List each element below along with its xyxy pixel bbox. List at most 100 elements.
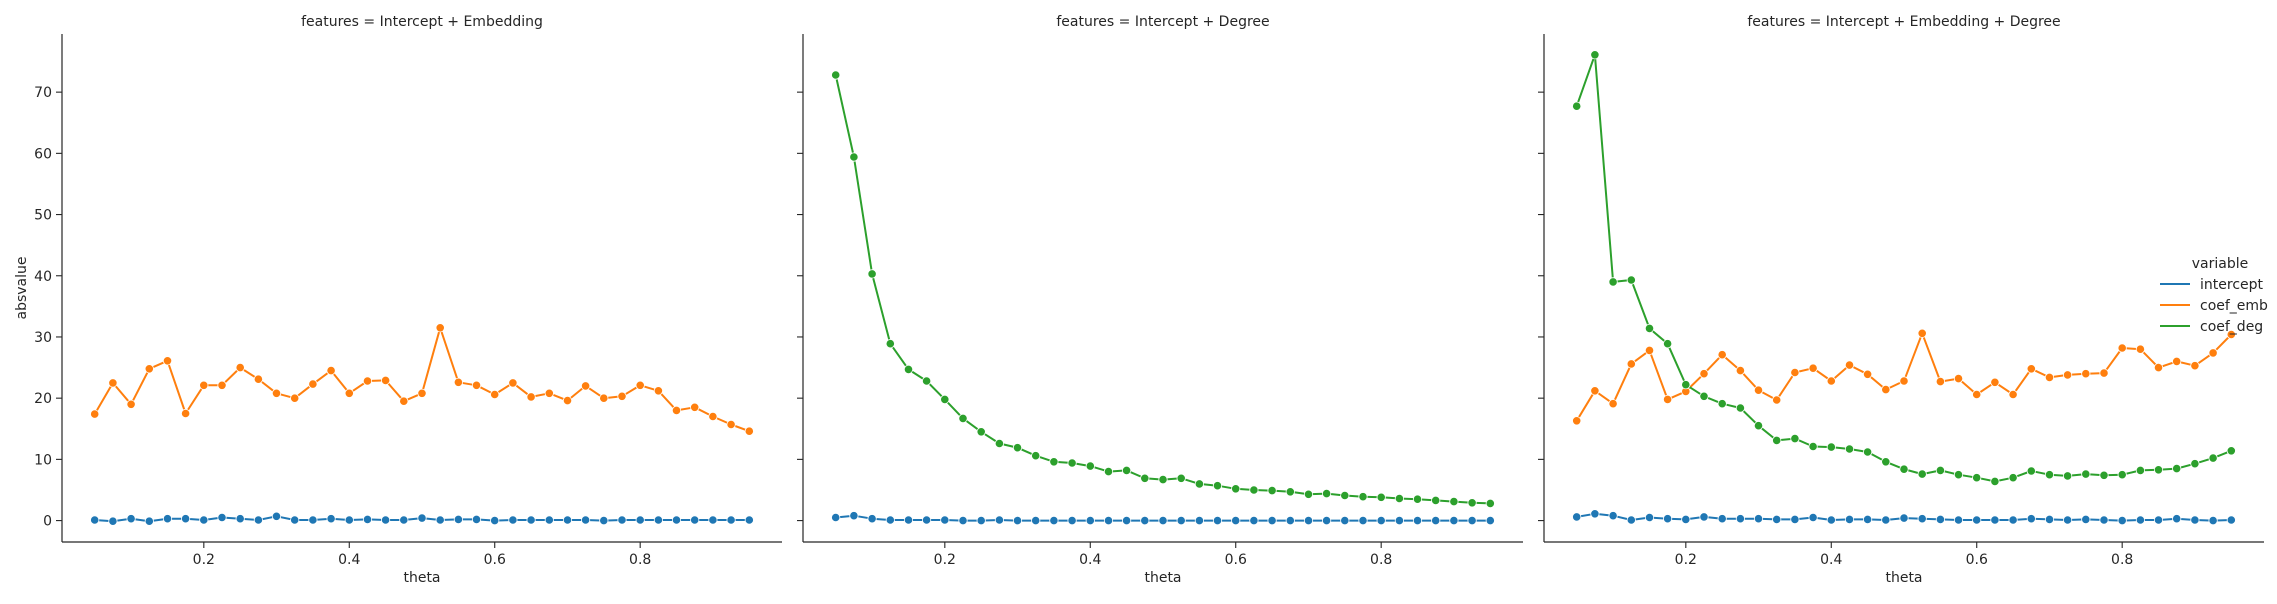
point-coef_deg-3-20 <box>1935 465 1946 475</box>
point-intercept-2-6 <box>940 515 950 525</box>
x-tick-label-1-0.4: 0.4 <box>338 552 360 568</box>
point-coef_deg-2-0 <box>831 70 841 80</box>
point-intercept-2-27 <box>1322 515 1332 526</box>
y-tick-label-20: 20 <box>34 391 52 407</box>
point-coef_deg-2-28 <box>1340 490 1350 501</box>
point-coef_emb-3-21 <box>1953 373 1964 384</box>
point-intercept-3-32 <box>2153 515 2164 525</box>
point-coef_emb-3-30 <box>2117 343 2127 353</box>
point-intercept-1-31 <box>653 515 664 525</box>
point-coef_deg-2-10 <box>1012 443 1023 453</box>
point-coef_deg-3-35 <box>2208 453 2218 463</box>
point-coef_emb-3-22 <box>1972 389 1982 400</box>
point-coef_emb-1-31 <box>653 386 664 396</box>
y-axis-title: absvalue <box>14 257 30 320</box>
point-intercept-3-1 <box>1590 509 1600 519</box>
x-tick-label-1-0.2: 0.2 <box>193 552 215 568</box>
point-coef_emb-1-25 <box>544 388 554 398</box>
point-coef_emb-1-24 <box>526 392 536 402</box>
point-coef_emb-1-10 <box>271 388 282 398</box>
point-coef_deg-2-11 <box>1031 451 1041 461</box>
point-coef_deg-2-3 <box>885 339 895 349</box>
point-intercept-3-27 <box>2063 515 2073 525</box>
point-intercept-1-24 <box>526 515 536 525</box>
point-coef_emb-1-4 <box>162 356 173 366</box>
point-intercept-1-35 <box>726 515 736 525</box>
point-coef_deg-2-30 <box>1376 492 1386 502</box>
point-coef_emb-3-18 <box>1899 376 1909 386</box>
point-coef_deg-2-22 <box>1231 484 1241 494</box>
point-coef_deg-2-9 <box>994 438 1005 449</box>
point-coef_deg-2-25 <box>1285 487 1295 497</box>
point-intercept-3-6 <box>1681 514 1691 525</box>
point-coef_deg-2-14 <box>1085 461 1095 471</box>
point-intercept-1-30 <box>635 515 645 525</box>
point-intercept-3-30 <box>2117 515 2127 526</box>
point-coef_deg-3-21 <box>1953 470 1964 480</box>
x-axis-title-2: theta <box>1144 570 1181 586</box>
point-coef_emb-1-16 <box>380 375 391 385</box>
point-coef_deg-2-36 <box>1485 498 1495 508</box>
x-tick-label-1-0.6: 0.6 <box>484 552 506 568</box>
point-coef_emb-1-22 <box>490 389 500 400</box>
point-coef_deg-2-16 <box>1122 465 1132 475</box>
series-line-coef_emb-1 <box>93 326 750 433</box>
point-coef_emb-1-27 <box>580 381 591 391</box>
point-intercept-2-32 <box>1412 515 1423 526</box>
point-coef_deg-3-23 <box>1990 476 2000 486</box>
point-coef_emb-3-8 <box>1717 350 1727 360</box>
point-intercept-1-1 <box>108 516 118 526</box>
point-coef_deg-2-23 <box>1249 485 1259 495</box>
point-intercept-3-10 <box>1753 514 1764 524</box>
point-intercept-1-10 <box>271 511 282 521</box>
point-coef_emb-3-2 <box>1608 399 1618 409</box>
point-coef_deg-2-32 <box>1412 494 1423 504</box>
point-coef_emb-3-31 <box>2135 344 2145 354</box>
point-coef_deg-3-27 <box>2063 471 2073 481</box>
point-coef_emb-1-8 <box>235 362 245 373</box>
point-coef_emb-1-36 <box>744 426 754 436</box>
point-intercept-1-6 <box>199 515 209 525</box>
point-coef_deg-3-34 <box>2190 459 2200 469</box>
point-intercept-2-28 <box>1340 515 1350 526</box>
point-coef_deg-2-27 <box>1322 488 1332 499</box>
point-coef_emb-3-35 <box>2208 348 2218 358</box>
point-intercept-3-23 <box>1990 515 2000 525</box>
point-coef_deg-2-5 <box>921 376 932 386</box>
point-coef_deg-3-30 <box>2117 470 2127 480</box>
point-coef_deg-3-32 <box>2153 465 2164 475</box>
point-coef_emb-1-23 <box>508 378 518 388</box>
point-intercept-3-35 <box>2208 515 2218 526</box>
point-coef_emb-3-4 <box>1644 345 1655 355</box>
point-coef_emb-1-15 <box>362 376 373 386</box>
point-intercept-2-34 <box>1449 515 1459 526</box>
point-intercept-2-15 <box>1103 515 1114 526</box>
point-coef_deg-3-7 <box>1699 391 1709 401</box>
point-intercept-3-12 <box>1790 514 1800 525</box>
point-intercept-1-11 <box>290 515 300 525</box>
point-coef_deg-2-19 <box>1176 473 1186 483</box>
point-coef_deg-3-1 <box>1590 50 1600 60</box>
point-intercept-1-19 <box>435 515 445 525</box>
point-intercept-2-29 <box>1358 515 1368 526</box>
point-intercept-2-5 <box>921 515 932 525</box>
point-coef_emb-3-5 <box>1663 394 1673 404</box>
point-coef_emb-1-29 <box>617 391 627 401</box>
point-coef_emb-3-9 <box>1735 365 1746 376</box>
point-intercept-3-24 <box>2008 515 2018 525</box>
point-coef_deg-2-12 <box>1049 457 1059 467</box>
point-intercept-2-31 <box>1394 515 1405 526</box>
point-intercept-1-0 <box>90 515 100 525</box>
x-tick-label-2-0.8: 0.8 <box>1370 552 1392 568</box>
point-intercept-1-14 <box>344 515 354 525</box>
point-coef_deg-3-14 <box>1826 442 1836 452</box>
point-intercept-1-5 <box>181 514 191 524</box>
point-coef_emb-3-34 <box>2190 361 2200 371</box>
point-intercept-2-11 <box>1031 515 1041 526</box>
point-coef_deg-2-18 <box>1158 474 1168 485</box>
point-coef_deg-3-18 <box>1899 464 1909 474</box>
point-coef_emb-3-24 <box>2008 389 2018 400</box>
point-intercept-1-9 <box>253 515 263 525</box>
